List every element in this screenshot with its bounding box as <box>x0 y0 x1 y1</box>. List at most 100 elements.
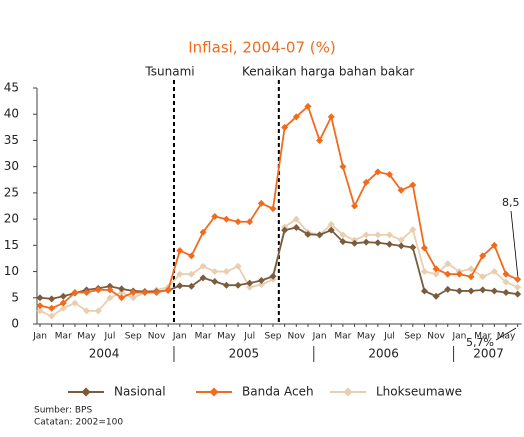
data-point <box>490 241 498 249</box>
data-point <box>455 270 463 278</box>
data-point <box>444 260 452 268</box>
data-point <box>490 268 498 276</box>
data-point <box>339 163 347 171</box>
data-point <box>36 294 44 302</box>
x-tick-label: May <box>77 332 96 342</box>
x-tick-label: Mar <box>195 332 212 342</box>
data-point <box>292 113 300 121</box>
year-label: 2004 <box>89 347 120 361</box>
data-point <box>246 283 254 291</box>
data-point <box>222 215 230 223</box>
x-tick-label: May <box>217 332 236 342</box>
annotation: 5,7% <box>466 336 494 349</box>
year-label: 2007 <box>473 347 504 361</box>
data-point <box>386 231 393 239</box>
x-tick-label: Jul <box>103 332 115 342</box>
y-tick-label: 25 <box>4 185 19 199</box>
data-point <box>211 212 219 220</box>
data-point <box>351 202 359 210</box>
data-point <box>304 230 312 238</box>
legend-label: Lhokseumawe <box>376 385 462 399</box>
data-point <box>83 307 91 315</box>
y-tick-label: 0 <box>11 317 19 331</box>
data-point <box>327 220 335 228</box>
data-point <box>409 226 417 234</box>
data-point <box>339 231 347 239</box>
data-point <box>362 238 370 246</box>
legend-label: Nasional <box>114 385 166 399</box>
data-point <box>339 238 347 246</box>
data-point <box>362 231 370 239</box>
data-point <box>59 299 67 307</box>
y-tick-label: 30 <box>4 159 19 173</box>
data-point <box>432 292 440 300</box>
data-point <box>187 252 195 260</box>
data-point <box>409 181 417 189</box>
data-point <box>397 186 405 194</box>
legend-label: Banda Aceh <box>242 385 314 399</box>
data-point <box>234 281 242 289</box>
x-tick-label: Sep <box>125 332 142 342</box>
event-label: Tsunami <box>144 65 194 79</box>
data-point <box>187 270 195 278</box>
y-tick-label: 40 <box>4 107 19 121</box>
data-point <box>129 289 137 297</box>
data-point <box>153 289 160 297</box>
data-point <box>374 168 382 176</box>
source: Sumber: BPS <box>34 406 92 416</box>
data-point <box>514 290 522 298</box>
data-point <box>292 224 300 232</box>
data-point <box>351 239 359 247</box>
data-point <box>71 299 79 307</box>
x-tick-label: Mar <box>474 332 491 342</box>
data-point <box>479 273 487 281</box>
data-point <box>234 218 242 226</box>
data-point <box>164 286 172 294</box>
chart-title: Inflasi, 2004-07 (%) <box>188 39 336 57</box>
series-line <box>39 217 519 318</box>
data-point <box>257 281 265 289</box>
data-point <box>269 272 277 280</box>
x-tick-label: Jan <box>32 332 47 342</box>
data-point <box>106 282 114 290</box>
data-point <box>94 286 102 294</box>
x-tick-label: Nov <box>427 332 445 342</box>
data-point <box>118 294 126 302</box>
data-point <box>83 289 91 297</box>
legend-marker <box>209 387 219 397</box>
data-point <box>48 304 56 312</box>
data-point <box>176 282 184 290</box>
x-tick-label: Mar <box>55 332 72 342</box>
data-point <box>211 268 219 276</box>
data-point <box>281 226 289 234</box>
x-tick-label: Jan <box>172 332 187 342</box>
data-point <box>420 244 428 252</box>
y-tick-label: 10 <box>4 264 19 278</box>
y-tick-label: 35 <box>4 133 19 147</box>
data-point <box>106 294 114 302</box>
data-point <box>327 113 335 121</box>
data-point <box>211 278 219 286</box>
data-point <box>327 226 335 234</box>
data-point <box>502 289 510 297</box>
data-point <box>106 286 114 294</box>
x-tick-label: May <box>357 332 376 342</box>
data-point <box>94 307 102 315</box>
data-point <box>316 136 324 144</box>
x-tick-label: May <box>497 332 516 342</box>
data-point <box>257 276 265 284</box>
data-point <box>444 270 452 278</box>
x-tick-label: Jul <box>383 332 395 342</box>
data-point <box>502 270 510 278</box>
x-tick-label: Sep <box>265 332 282 342</box>
data-point <box>467 265 475 273</box>
annotation-arrow <box>495 327 517 341</box>
data-point <box>432 270 440 278</box>
data-point <box>479 252 487 260</box>
data-point <box>409 243 417 251</box>
y-tick-label: 5 <box>11 290 19 304</box>
data-point <box>199 228 207 236</box>
x-tick-label: Mar <box>334 332 351 342</box>
data-point <box>490 287 498 295</box>
y-tick-label: 15 <box>4 238 19 252</box>
